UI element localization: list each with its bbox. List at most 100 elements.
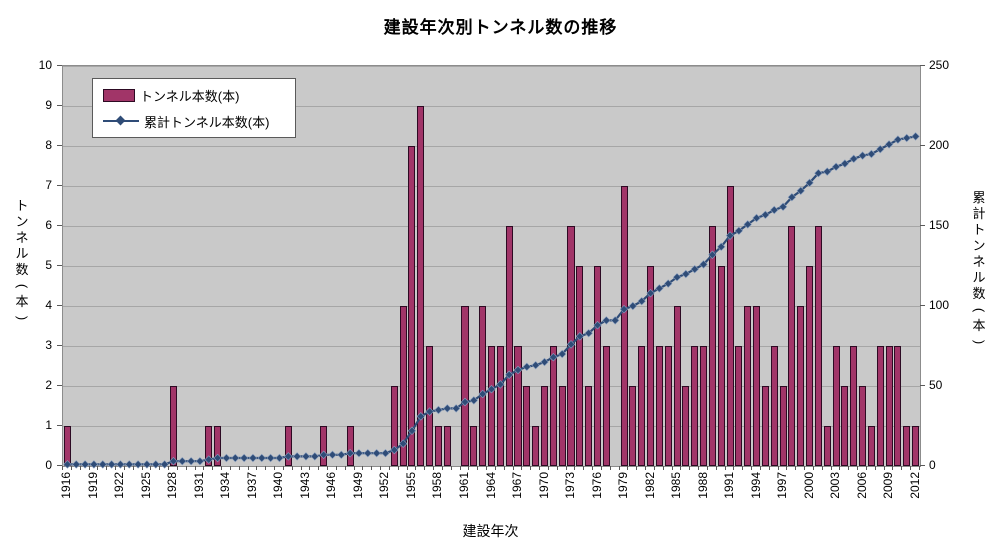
diamond-marker-1997 bbox=[778, 202, 788, 212]
axis-title-char: ) bbox=[972, 339, 987, 345]
legend-item-line: 累計トンネル本数(本) bbox=[103, 114, 269, 130]
x-tick bbox=[256, 466, 258, 470]
x-tick bbox=[919, 466, 920, 470]
x-tick-label-1979: 1979 bbox=[616, 472, 631, 499]
x-tick bbox=[494, 466, 496, 470]
x-tick bbox=[194, 466, 196, 470]
x-tick bbox=[742, 466, 744, 470]
diamond-marker-1989 bbox=[708, 250, 717, 260]
diamond-marker-1935 bbox=[231, 453, 240, 463]
gridline bbox=[63, 306, 920, 307]
x-tick bbox=[433, 466, 435, 470]
bar-1928 bbox=[169, 386, 177, 466]
bar-1984 bbox=[664, 346, 672, 466]
x-tick bbox=[521, 466, 523, 470]
diamond-marker-1964 bbox=[487, 384, 496, 394]
x-tick bbox=[238, 466, 240, 470]
diamond-marker-1929 bbox=[178, 456, 187, 466]
x-tick bbox=[168, 466, 170, 470]
diamond-marker-1917 bbox=[72, 460, 81, 469]
diamond-marker-icon bbox=[115, 115, 126, 126]
diamond-marker-1968 bbox=[522, 362, 532, 372]
x-tick-label-1943: 1943 bbox=[297, 472, 312, 499]
x-tick bbox=[88, 466, 90, 470]
right-tick-label-250: 250 bbox=[929, 58, 950, 72]
left-tick-label-3: 3 bbox=[45, 338, 52, 352]
bar-1990 bbox=[717, 266, 725, 466]
gridline bbox=[63, 266, 920, 267]
x-tick bbox=[212, 466, 214, 470]
diamond-marker-2001 bbox=[814, 168, 823, 178]
diamond-marker-1941 bbox=[284, 452, 293, 461]
diamond-marker-1921 bbox=[107, 460, 116, 469]
diamond-marker-1966 bbox=[504, 370, 514, 380]
left-tick bbox=[57, 465, 62, 466]
bar-1985 bbox=[673, 306, 681, 466]
diamond-marker-1952 bbox=[381, 448, 390, 458]
x-tick bbox=[512, 466, 514, 470]
diamond-marker-2000 bbox=[805, 178, 814, 188]
diamond-marker-2009 bbox=[884, 140, 894, 149]
diamond-marker-1950 bbox=[363, 448, 373, 458]
diamond-marker-1993 bbox=[743, 220, 752, 229]
left-tick bbox=[57, 345, 62, 346]
left-tick-label-9: 9 bbox=[45, 98, 52, 112]
x-tick bbox=[892, 466, 894, 470]
x-tick-label-1928: 1928 bbox=[165, 472, 180, 499]
bar-1994 bbox=[753, 306, 761, 466]
diamond-marker-1925 bbox=[142, 460, 152, 469]
diamond-marker-1922 bbox=[116, 460, 125, 469]
x-tick bbox=[830, 466, 832, 470]
x-tick bbox=[459, 466, 461, 470]
diamond-marker-1934 bbox=[222, 453, 231, 463]
bar-1981 bbox=[638, 346, 646, 466]
bar-1970 bbox=[540, 386, 549, 466]
diamond-marker-1951 bbox=[372, 448, 381, 458]
diamond-marker-1958 bbox=[434, 405, 443, 415]
x-tick-label-1919: 1919 bbox=[85, 472, 100, 499]
x-tick bbox=[141, 466, 143, 470]
bar-2003 bbox=[832, 346, 840, 466]
x-tick bbox=[565, 466, 567, 470]
bar-1964 bbox=[487, 346, 495, 466]
x-tick bbox=[62, 466, 63, 470]
bar-1966 bbox=[505, 226, 513, 466]
bar-1961 bbox=[461, 306, 469, 466]
x-tick-label-1994: 1994 bbox=[748, 472, 763, 499]
bar-2008 bbox=[876, 346, 884, 466]
x-tick bbox=[274, 466, 276, 470]
bar-1962 bbox=[470, 426, 478, 466]
bar-1997 bbox=[779, 386, 787, 466]
x-tick bbox=[380, 466, 382, 470]
diamond-marker-1999 bbox=[796, 186, 805, 196]
x-tick bbox=[910, 466, 912, 470]
diamond-marker-1983 bbox=[655, 284, 664, 293]
x-tick bbox=[530, 466, 532, 470]
x-tick bbox=[247, 466, 249, 470]
bar-1979 bbox=[620, 186, 628, 466]
diamond-marker-1936 bbox=[239, 453, 249, 463]
bar-1963 bbox=[479, 306, 487, 466]
x-tick bbox=[203, 466, 205, 470]
x-tick-label-1922: 1922 bbox=[112, 472, 127, 499]
left-tick bbox=[57, 105, 62, 106]
x-tick bbox=[627, 466, 629, 470]
diamond-marker-1928 bbox=[169, 456, 178, 466]
x-tick-label-2006: 2006 bbox=[854, 472, 869, 499]
axis-title-char: 本 bbox=[972, 318, 986, 333]
x-tick-label-1997: 1997 bbox=[775, 472, 790, 499]
diamond-marker-1933 bbox=[213, 453, 222, 463]
x-tick bbox=[97, 466, 99, 470]
x-tick-label-1925: 1925 bbox=[138, 472, 153, 499]
diamond-marker-2005 bbox=[849, 154, 858, 164]
right-axis-title: 累計トンネル数 (本) bbox=[971, 190, 987, 350]
left-tick bbox=[57, 385, 62, 386]
bar-2012 bbox=[912, 426, 920, 466]
bar-1969 bbox=[532, 426, 540, 466]
x-tick bbox=[786, 466, 788, 470]
x-tick bbox=[901, 466, 903, 470]
x-tick-label-1958: 1958 bbox=[430, 472, 445, 499]
bar-1995 bbox=[761, 386, 769, 466]
x-tick bbox=[848, 466, 850, 470]
diamond-marker-2012 bbox=[911, 132, 920, 141]
